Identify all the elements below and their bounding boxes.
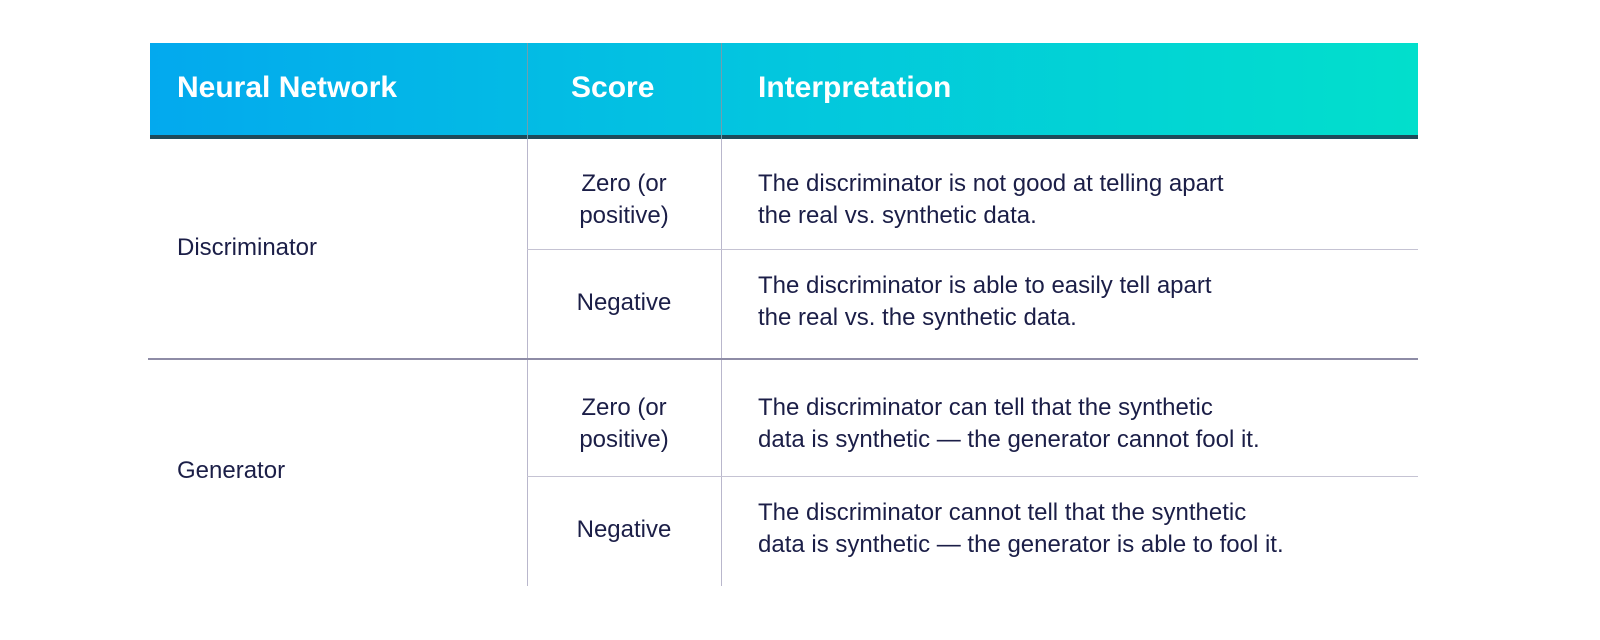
interpretation-line: the real vs. synthetic data. — [758, 202, 1037, 229]
interpretation-cell: The discriminator can tell that the synt… — [758, 392, 1260, 456]
interpretation-line: The discriminator cannot tell that the s… — [758, 499, 1247, 526]
header-score: Score — [571, 71, 655, 104]
interpretation-line: The discriminator is able to easily tell… — [758, 272, 1212, 299]
interpretation-line: The discriminator can tell that the synt… — [758, 394, 1213, 421]
score-cell: Negative — [527, 514, 721, 546]
interpretation-cell: The discriminator is able to easily tell… — [758, 270, 1212, 334]
interpretation-line: data is synthetic — the generator cannot… — [758, 426, 1260, 453]
table-header: Neural Network Score Interpretation — [150, 43, 1418, 139]
interpretation-line: The discriminator is not good at telling… — [758, 170, 1224, 197]
interpretation-line: data is synthetic — the generator is abl… — [758, 531, 1284, 558]
header-neural-network: Neural Network — [177, 71, 398, 104]
score-cell: Negative — [527, 287, 721, 319]
group-divider — [148, 358, 1418, 360]
score-cell: Zero (or positive) — [527, 168, 721, 232]
interpretation-line: the real vs. the synthetic data. — [758, 304, 1077, 331]
interpretation-cell: The discriminator is not good at telling… — [758, 168, 1224, 232]
score-line: positive) — [579, 426, 669, 453]
score-cell: Zero (or positive) — [527, 392, 721, 456]
row-divider — [527, 476, 1418, 477]
score-line: positive) — [579, 202, 669, 229]
row-divider — [527, 249, 1418, 250]
column-divider — [721, 139, 722, 586]
network-generator: Generator — [177, 457, 286, 484]
interpretation-cell: The discriminator cannot tell that the s… — [758, 497, 1284, 561]
column-divider — [527, 139, 528, 586]
score-line: Zero (or — [581, 170, 667, 197]
score-line: Zero (or — [581, 394, 667, 421]
header-interpretation: Interpretation — [758, 71, 952, 104]
network-discriminator: Discriminator — [177, 234, 318, 261]
score-line: Negative — [576, 289, 672, 316]
score-line: Negative — [576, 516, 672, 543]
